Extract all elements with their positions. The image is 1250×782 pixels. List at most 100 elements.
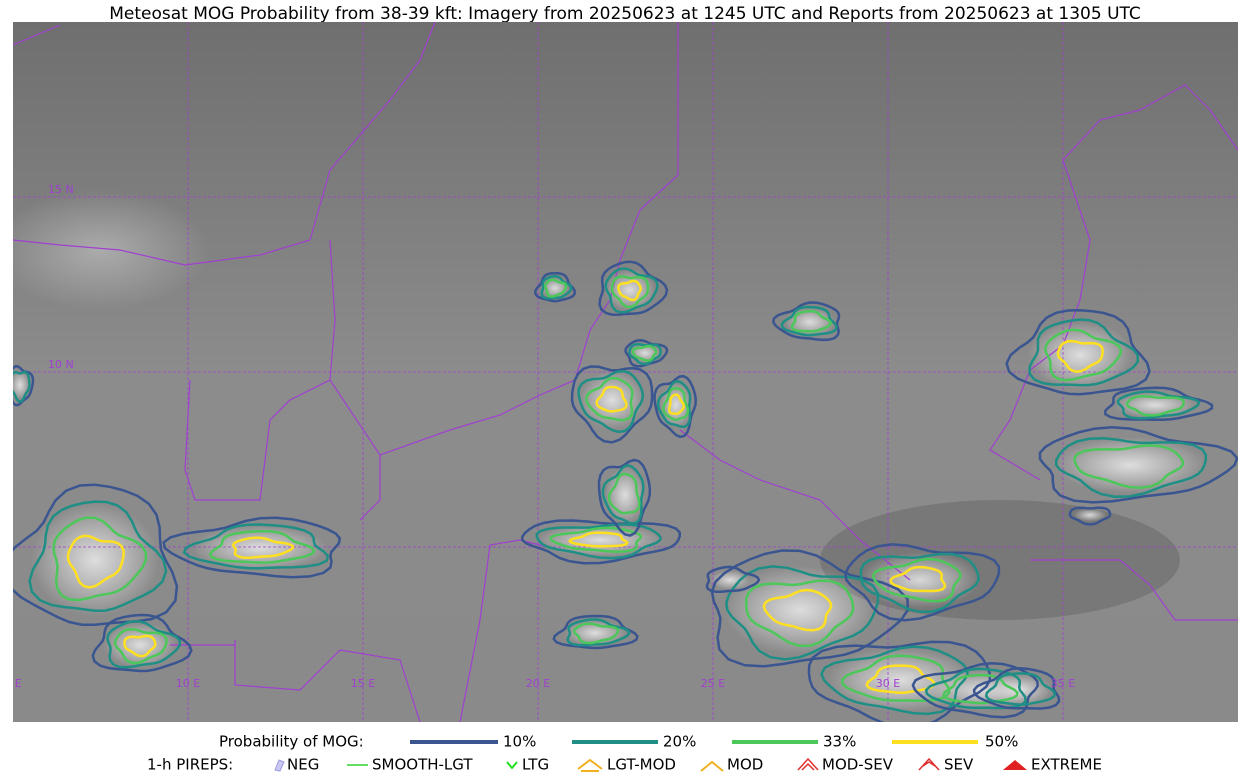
title: Meteosat MOG Probability from 38-39 kft:… xyxy=(109,4,1141,24)
legend: Probability of MOG: 10% 20% 33% 50% 1-h … xyxy=(147,733,1102,774)
legend-label: SMOOTH-LGT xyxy=(372,756,473,774)
contour xyxy=(597,458,652,537)
contour xyxy=(604,267,659,314)
contour xyxy=(113,627,168,665)
legend-label: SEV xyxy=(944,756,974,774)
contour xyxy=(710,549,910,668)
borders xyxy=(13,22,1238,722)
contour xyxy=(617,279,643,302)
lon-label: 35 E xyxy=(1051,677,1075,690)
contour xyxy=(535,523,662,560)
cloud xyxy=(1074,508,1106,522)
contour xyxy=(631,344,658,362)
pirep-icon xyxy=(700,760,724,772)
contour xyxy=(871,557,962,603)
contour xyxy=(705,565,761,593)
contour xyxy=(725,565,880,661)
contour xyxy=(601,464,645,525)
contour xyxy=(1073,444,1185,489)
contour xyxy=(911,662,1039,719)
contour xyxy=(540,274,573,300)
cloud xyxy=(724,566,876,654)
contour xyxy=(1038,426,1238,504)
contour xyxy=(231,536,295,559)
contour xyxy=(52,516,148,602)
contour xyxy=(667,393,686,415)
legend-label: MOD xyxy=(727,756,763,774)
lon-label: 10 E xyxy=(176,677,200,690)
legend-label: 50% xyxy=(985,733,1018,751)
contour xyxy=(552,614,639,650)
pirep-icon xyxy=(918,757,940,771)
contour xyxy=(1125,394,1185,417)
contour xyxy=(1068,506,1112,526)
contour xyxy=(534,271,576,303)
contour xyxy=(1028,318,1140,387)
contour xyxy=(595,385,628,413)
contour xyxy=(1116,390,1201,420)
contour xyxy=(549,526,643,553)
cloud xyxy=(710,570,750,590)
contour xyxy=(585,376,634,422)
contour xyxy=(572,622,620,645)
contour xyxy=(543,278,568,298)
contour xyxy=(1104,386,1214,421)
mog-contours xyxy=(13,260,1238,722)
contour xyxy=(208,529,316,564)
lon-label: 5 E xyxy=(4,677,21,690)
lat-label: 10 N xyxy=(48,358,74,371)
contour xyxy=(771,301,841,342)
contour xyxy=(610,275,650,309)
lon-label: 25 E xyxy=(701,677,725,690)
contour xyxy=(566,618,631,647)
contour xyxy=(1056,339,1104,373)
contour xyxy=(1044,328,1123,382)
contour xyxy=(570,365,654,444)
contour xyxy=(598,260,669,316)
contour xyxy=(972,667,1061,710)
pirep-icon xyxy=(274,759,285,772)
contour xyxy=(807,640,992,722)
pirep-icon xyxy=(506,761,518,770)
contour xyxy=(162,516,342,579)
contour xyxy=(790,309,832,333)
map: 15 N 10 N 5 E 10 E 15 E 20 E 25 E 30 E 3… xyxy=(4,22,1238,722)
pirep-icon xyxy=(797,757,819,771)
legend-title: Probability of MOG: xyxy=(219,733,364,751)
contour xyxy=(66,534,125,589)
contour xyxy=(1005,309,1151,396)
contour xyxy=(780,305,839,337)
cloud xyxy=(13,190,210,310)
contour xyxy=(91,613,193,673)
lon-label: 30 E xyxy=(876,677,900,690)
contour xyxy=(844,543,1001,622)
legend-label: LGT-MOD xyxy=(607,756,676,774)
contour xyxy=(656,380,692,428)
legend-label: EXTREME xyxy=(1031,756,1102,774)
contour xyxy=(744,579,855,648)
contour xyxy=(13,370,31,403)
contour xyxy=(628,343,662,366)
contour xyxy=(577,369,645,434)
contour xyxy=(28,500,168,613)
contour xyxy=(568,531,629,548)
contour xyxy=(653,374,698,439)
contour xyxy=(984,672,1057,706)
contour xyxy=(662,387,690,421)
legend-label: 20% xyxy=(663,733,696,751)
legend-label: 10% xyxy=(503,733,536,751)
contour xyxy=(106,620,182,669)
lon-label: 15 E xyxy=(351,677,375,690)
contour xyxy=(889,565,947,593)
contour xyxy=(859,552,980,614)
contour xyxy=(182,523,330,570)
legend-label: LTG xyxy=(522,756,549,774)
cloud xyxy=(604,269,656,311)
pirep-icon xyxy=(577,758,603,772)
legend-label: 33% xyxy=(823,733,856,751)
lat-label: 15 N xyxy=(48,183,74,196)
legend-label: NEG xyxy=(287,756,319,774)
contour xyxy=(820,645,969,716)
contour xyxy=(123,634,157,658)
